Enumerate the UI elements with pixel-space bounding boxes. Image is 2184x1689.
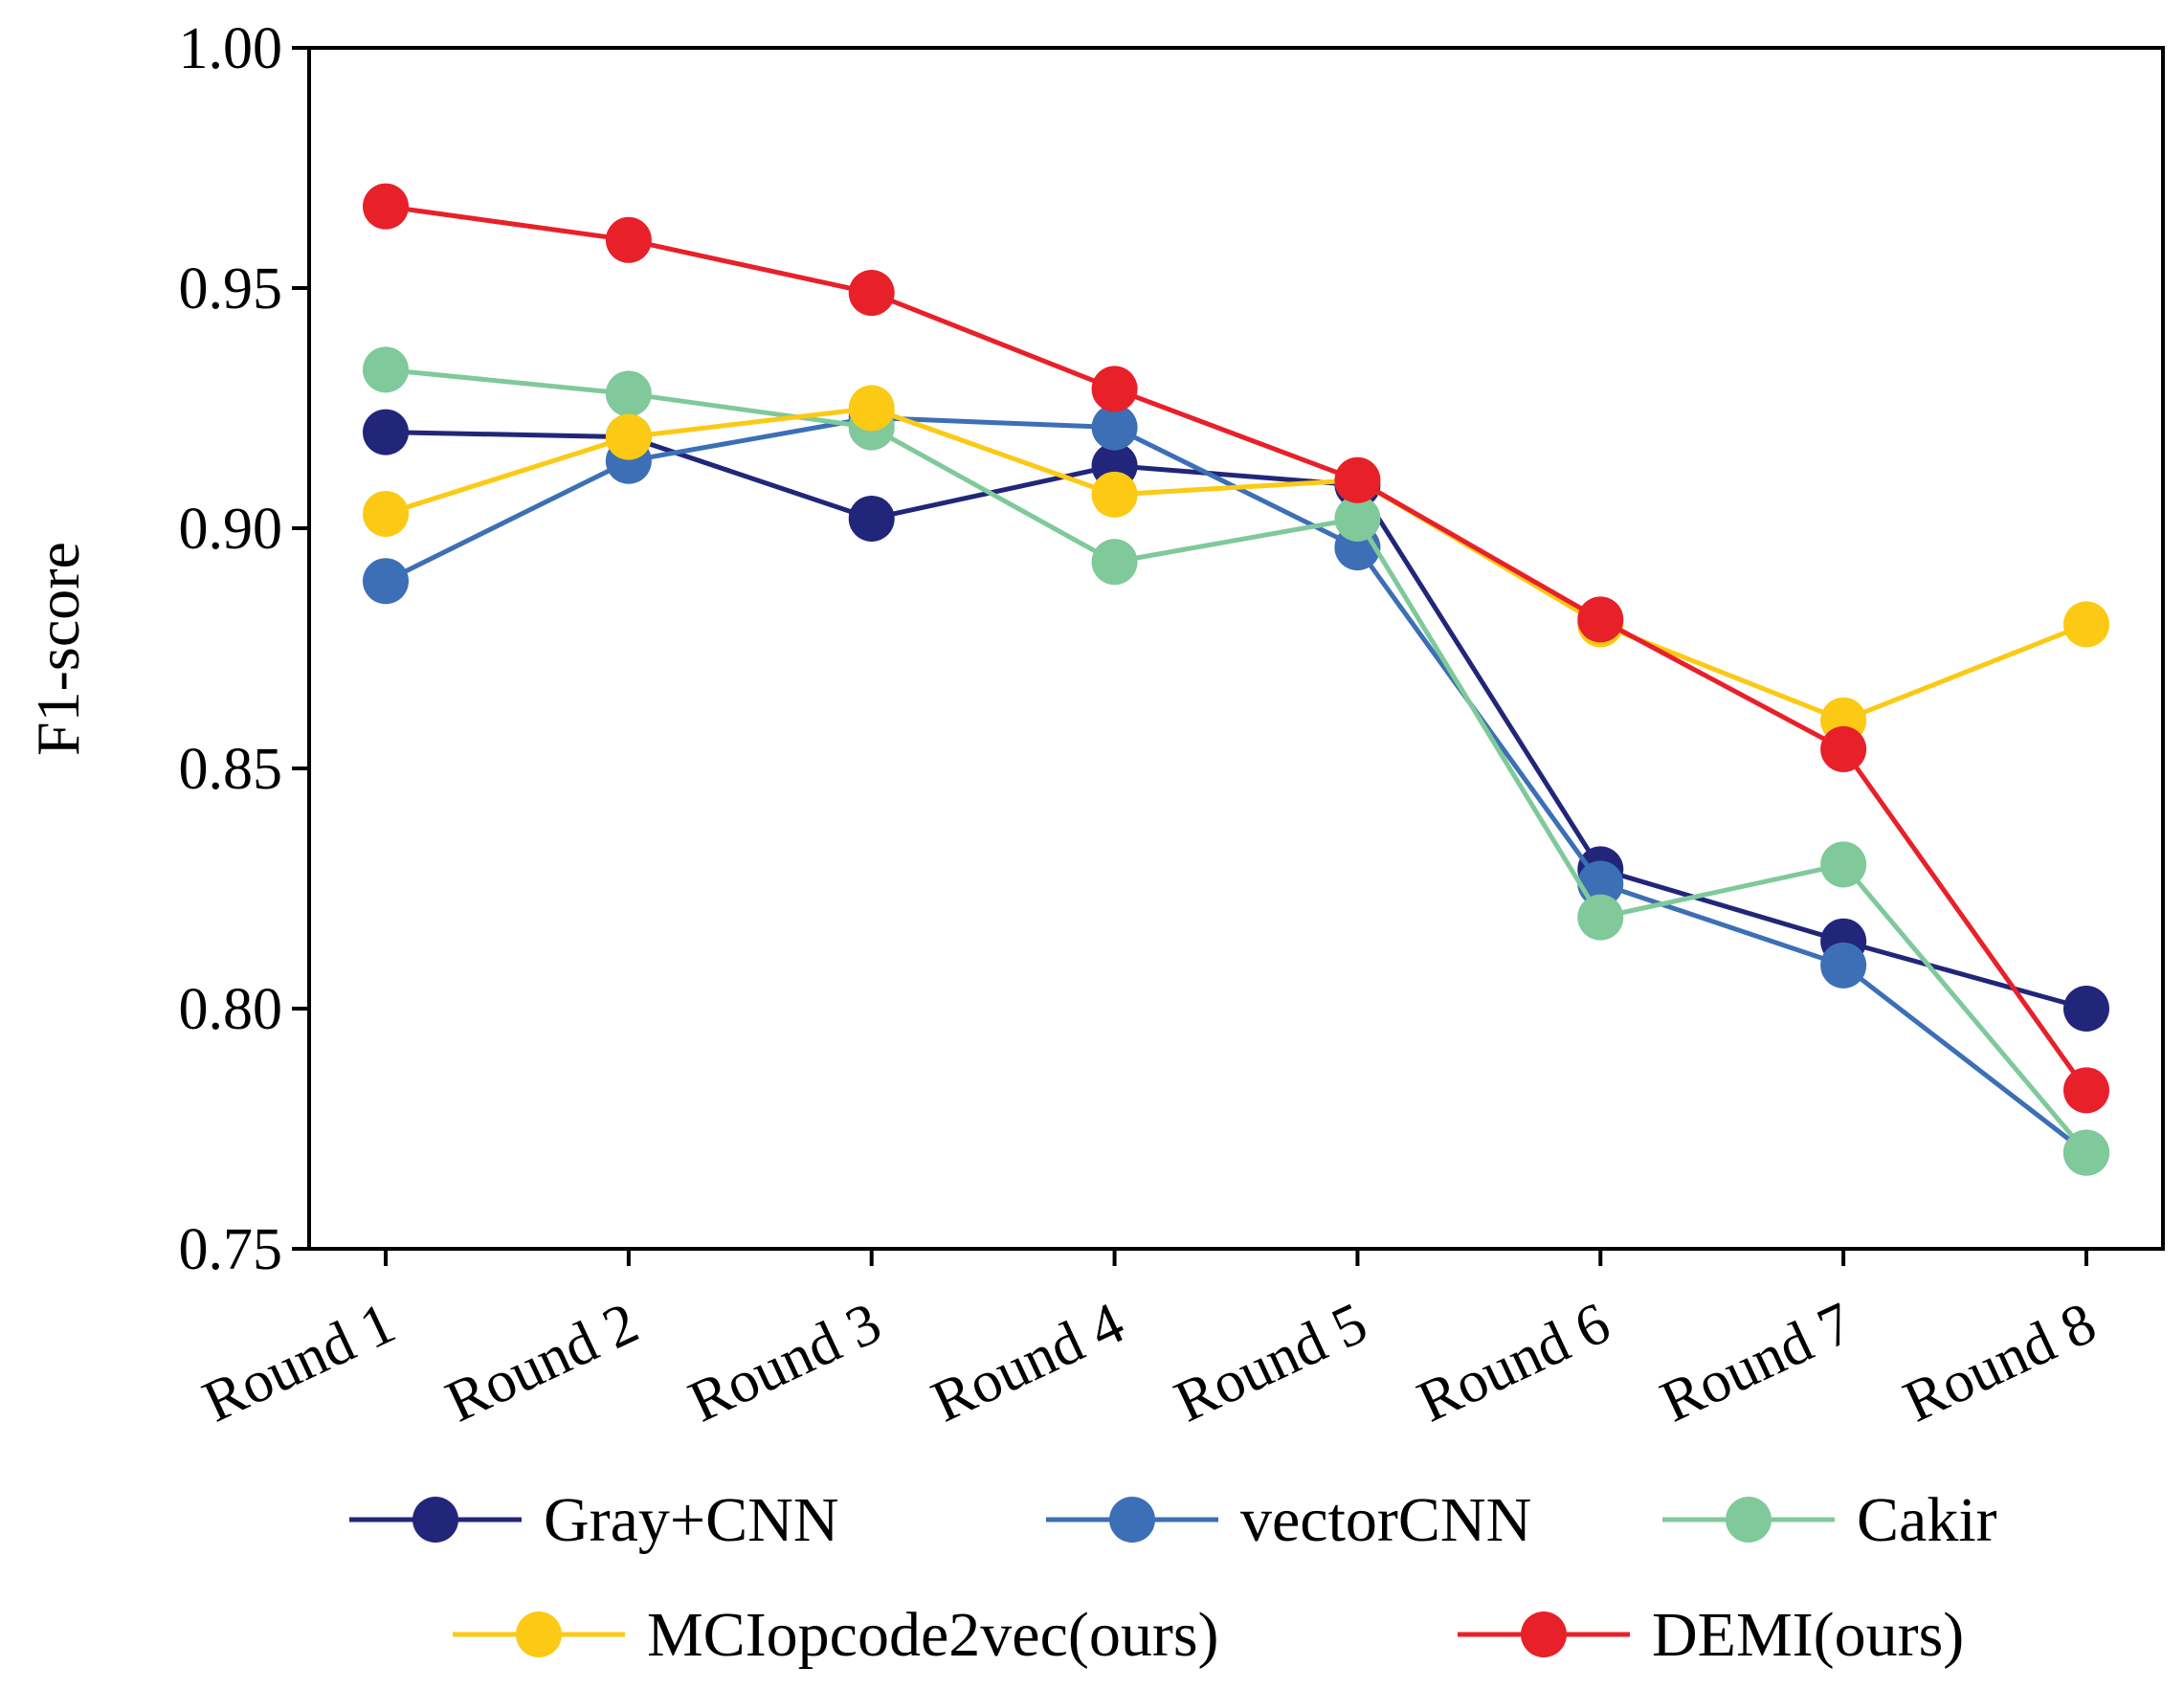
data-point: [1820, 841, 1867, 888]
legend-label: Gray+CNN: [544, 1485, 839, 1555]
series-line: [384, 415, 2088, 1155]
legend-marker: [516, 1611, 562, 1657]
data-point: [1334, 495, 1381, 542]
legend-label: vectorCNN: [1240, 1485, 1531, 1555]
y-tick-label: 0.80: [179, 977, 283, 1042]
data-point: [1820, 942, 1867, 989]
series-line: [385, 406, 2087, 723]
data-point: [848, 385, 895, 432]
data-point: [2063, 601, 2109, 648]
legend-item: Cakir: [1662, 1485, 1997, 1555]
data-point: [848, 270, 895, 317]
legend-item: MCIopcode2vec(ours): [453, 1600, 1218, 1670]
x-tick-label: Round 3: [680, 1290, 891, 1434]
x-tick-label: Round 5: [1166, 1290, 1377, 1434]
series-vectorcnn: [363, 394, 2109, 1176]
data-point: [1577, 894, 1624, 941]
series-line: [385, 430, 2087, 1011]
x-tick-label: Round 2: [436, 1290, 648, 1434]
y-tick-label: 0.85: [179, 737, 283, 802]
data-point: [605, 413, 652, 460]
data-point: [1091, 471, 1138, 518]
y-axis-title: F1-score: [24, 542, 92, 756]
series-demi-ours: [363, 183, 2109, 1114]
legend-item: vectorCNN: [1046, 1485, 1531, 1555]
x-tick-label: Round 7: [1651, 1290, 1862, 1434]
y-tick-label: 1.00: [179, 16, 283, 81]
legend: Gray+CNN vectorCNN Cakir MCIopcode2vec(ours…: [349, 1485, 1997, 1670]
legend-label: Cakir: [1857, 1485, 1997, 1555]
series-line: [385, 204, 2089, 1092]
x-tick-label: Round 1: [193, 1290, 405, 1434]
legend-marker: [412, 1497, 458, 1543]
legend-label: MCIopcode2vec(ours): [647, 1600, 1218, 1670]
data-point: [2063, 986, 2109, 1032]
data-point: [1820, 725, 1867, 772]
legend-item: Gray+CNN: [349, 1485, 839, 1555]
legend-item: DEMI(ours): [1458, 1600, 1964, 1670]
data-point: [363, 346, 409, 393]
data-point: [1091, 539, 1138, 586]
legend-marker: [1521, 1611, 1567, 1657]
legend-marker: [1109, 1497, 1155, 1543]
data-point: [605, 370, 652, 417]
y-tick-label: 0.75: [179, 1217, 283, 1282]
data-point: [363, 183, 409, 230]
data-point: [1091, 366, 1138, 412]
x-tick-label: Round 4: [923, 1290, 1134, 1434]
legend-marker: [1726, 1497, 1772, 1543]
data-point: [848, 495, 895, 542]
data-point: [363, 490, 409, 537]
data-point: [363, 409, 409, 456]
data-point: [1091, 404, 1138, 451]
y-tick-label: 0.95: [179, 256, 283, 322]
plot-frame: [307, 46, 2165, 1251]
data-point: [2063, 1067, 2109, 1114]
data-point: [605, 216, 652, 263]
plot-area: [363, 183, 2109, 1176]
x-tick-label: Round 6: [1408, 1290, 1619, 1434]
data-point: [363, 558, 409, 605]
data-point: [2063, 1129, 2109, 1176]
legend-label: DEMI(ours): [1652, 1600, 1964, 1670]
data-point: [1577, 596, 1624, 643]
data-point: [1334, 456, 1381, 503]
y-tick-label: 0.90: [179, 497, 283, 562]
x-tick-label: Round 8: [1894, 1290, 2106, 1434]
series-mciopcode2vec-ours: [363, 385, 2109, 744]
series-line: [385, 367, 2088, 1155]
